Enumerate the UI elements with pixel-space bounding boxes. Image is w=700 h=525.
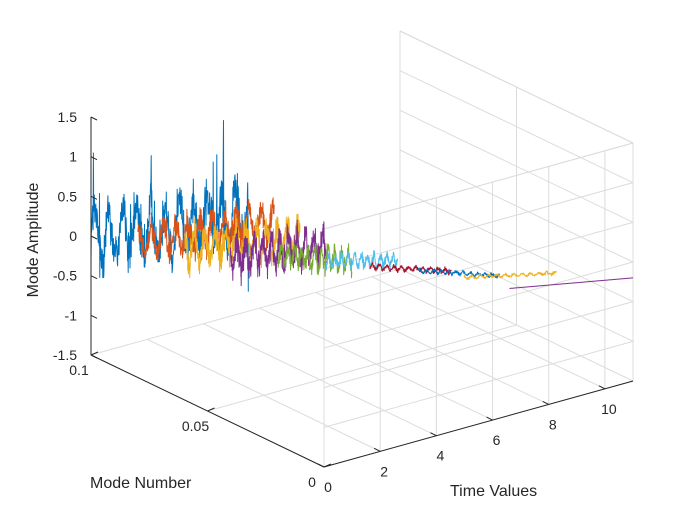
sidewall-grid-z bbox=[399, 109, 634, 223]
x-tick-label: 10 bbox=[601, 401, 617, 417]
z-tick-mark bbox=[90, 354, 98, 359]
z-tick-label: 0.5 bbox=[58, 188, 78, 204]
backwall-grid-z bbox=[323, 182, 634, 270]
floor-grid-y bbox=[207, 324, 517, 412]
x-tick-mark bbox=[542, 401, 549, 405]
z-tick-label: -1.5 bbox=[53, 347, 77, 363]
sidewall-grid-z bbox=[399, 268, 634, 382]
backwall-grid-z bbox=[323, 301, 634, 389]
series-layer bbox=[90, 120, 633, 292]
sidewall-grid-z bbox=[399, 70, 634, 184]
sidewall-grid-z bbox=[399, 228, 634, 342]
y-axis-label: Mode Number bbox=[90, 475, 192, 492]
sidewall-grid-z bbox=[399, 189, 634, 303]
z-tick-mark bbox=[90, 235, 98, 240]
axis-layer: 0 2 4 6 8 10 0 0.05 0.1-1.5 -1 -0.5 0 0.5 1 1.5 bbox=[53, 109, 634, 495]
z-tick-mark bbox=[90, 314, 98, 319]
y-tick-label: 0.05 bbox=[182, 418, 209, 434]
series-line-mode-9 bbox=[463, 270, 557, 281]
z-tick-mark bbox=[90, 275, 98, 280]
z-tick-mark bbox=[90, 116, 98, 121]
x-tick-label: 6 bbox=[493, 432, 501, 448]
z-tick-mark bbox=[90, 156, 98, 161]
series-line-mode-6 bbox=[325, 250, 398, 271]
x-tick-label: 8 bbox=[549, 416, 557, 432]
series-line-mode-7 bbox=[369, 261, 452, 276]
y-tick-label: 0.1 bbox=[69, 362, 89, 378]
x-tick-label: 2 bbox=[380, 463, 388, 479]
label-layer: Time Values Mode Number Mode Amplitude bbox=[25, 183, 537, 500]
backwall-grid-z bbox=[323, 221, 634, 309]
z-tick-label: -0.5 bbox=[53, 268, 77, 284]
backwall-grid-z bbox=[323, 261, 634, 349]
y-tick-mark bbox=[323, 463, 332, 468]
x-tick-mark bbox=[317, 463, 325, 468]
z-tick-mark bbox=[90, 195, 98, 200]
z-tick-label: -1 bbox=[65, 307, 78, 323]
x-tick-label: 0 bbox=[324, 479, 332, 495]
box-edge-top-side bbox=[399, 30, 634, 144]
x-tick-mark bbox=[598, 385, 606, 390]
z-tick-label: 0 bbox=[69, 228, 77, 244]
z-axis-label: Mode Amplitude bbox=[25, 183, 42, 298]
z-tick-label: 1 bbox=[69, 149, 77, 165]
box-edge-top-back bbox=[323, 142, 634, 230]
x-tick-mark bbox=[430, 432, 437, 437]
grid-layer bbox=[90, 30, 634, 468]
sidewall-grid-z bbox=[399, 149, 634, 263]
x-axis-label: Time Values bbox=[450, 483, 537, 500]
y-tick-label: 0 bbox=[308, 474, 316, 490]
floor-grid-y bbox=[90, 268, 401, 356]
series-line-mode-8 bbox=[417, 267, 501, 279]
x-axis-line bbox=[323, 380, 634, 468]
y-tick-mark bbox=[90, 351, 99, 356]
series-line-mode-1 bbox=[90, 120, 249, 292]
x-tick-mark bbox=[486, 416, 493, 421]
z-tick-label: 1.5 bbox=[58, 109, 78, 125]
backwall-grid-z bbox=[323, 340, 634, 428]
y-tick-mark bbox=[207, 407, 215, 412]
x-tick-label: 4 bbox=[436, 448, 444, 464]
x-tick-mark bbox=[373, 447, 381, 452]
series-line-mode-10 bbox=[509, 277, 633, 289]
